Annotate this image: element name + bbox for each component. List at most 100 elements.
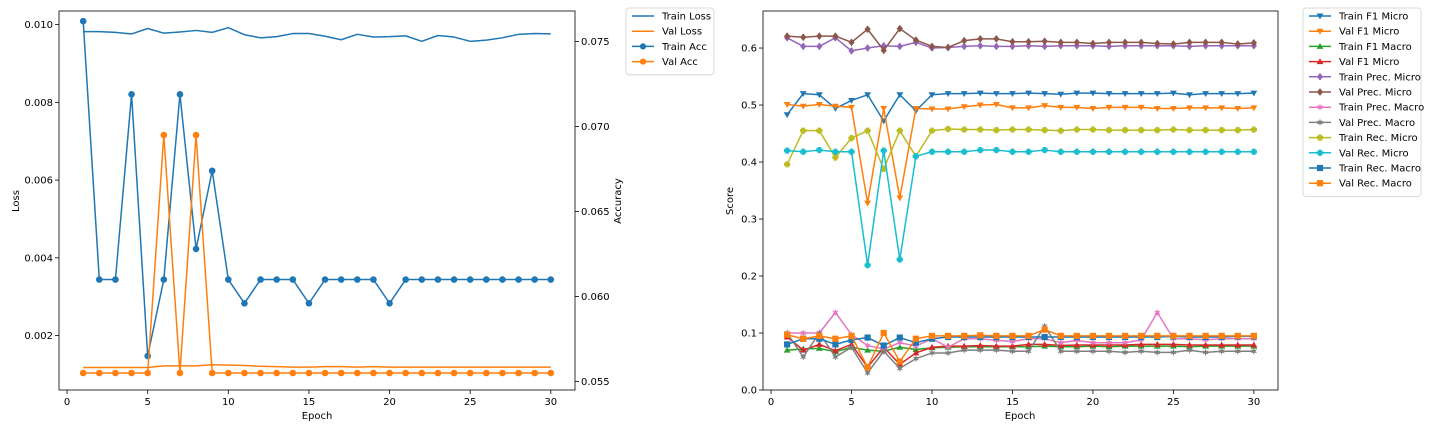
point-train-f1-micro-0 <box>1202 91 1209 98</box>
loss-accuracy-series-layer <box>79 17 555 377</box>
point-train-f1-macro-2 <box>783 346 791 353</box>
point-train-acc-2 <box>434 276 442 283</box>
legend-marker <box>1316 42 1324 49</box>
point-train-acc-2 <box>321 276 329 283</box>
point-train-rec-micro-8 <box>1122 127 1129 134</box>
point-train-acc-2 <box>289 276 297 283</box>
point-train-f1-micro-0 <box>1186 92 1193 99</box>
point-val-rec-micro-9 <box>832 148 839 155</box>
point-val-rec-micro-9 <box>1218 148 1225 155</box>
point-val-f1-micro-3 <box>1137 340 1145 347</box>
series-line-train-loss-0 <box>83 26 551 43</box>
legend-marker <box>1316 134 1324 141</box>
point-train-acc-2 <box>273 276 280 283</box>
series-val-loss-1 <box>83 363 551 369</box>
point-train-f1-micro-0 <box>1153 91 1161 98</box>
point-val-rec-micro-9 <box>880 147 887 154</box>
point-val-prec-micro-5 <box>1073 38 1080 47</box>
point-val-f1-micro-1 <box>1105 104 1113 111</box>
point-val-prec-macro-7 <box>1089 347 1097 355</box>
point-train-f1-micro-0 <box>1137 91 1145 98</box>
point-val-prec-macro-7 <box>800 353 807 361</box>
point-val-prec-micro-5 <box>1234 40 1241 48</box>
point-val-prec-micro-5 <box>896 24 903 33</box>
point-val-prec-micro-5 <box>1218 38 1225 47</box>
y2-tick-label: 0.075 <box>581 37 610 48</box>
point-train-prec-micro-4 <box>1009 42 1016 51</box>
legend-label: Val Acc <box>662 57 698 68</box>
point-train-rec-micro-8 <box>928 127 936 134</box>
legend-marker <box>1316 103 1324 111</box>
point-train-f1-micro-0 <box>864 92 872 99</box>
point-val-f1-micro-1 <box>1218 105 1226 112</box>
point-train-prec-micro-4 <box>1025 41 1032 50</box>
point-val-rec-micro-9 <box>912 153 919 160</box>
point-val-f1-micro-1 <box>832 103 839 110</box>
point-train-acc-2 <box>112 276 119 283</box>
point-val-rec-micro-9 <box>1186 148 1193 155</box>
point-val-prec-macro-7 <box>1154 348 1161 357</box>
point-train-f1-macro-2 <box>864 346 872 353</box>
legend-label: Val Rec. Micro <box>1339 148 1409 159</box>
point-val-rec-macro-11 <box>1009 332 1016 339</box>
legend-item-val-loss: Val Loss <box>632 27 702 38</box>
accuracy-y2-label: Accuracy <box>613 178 624 224</box>
y-tick-label: 0.008 <box>24 98 53 109</box>
point-val-prec-macro-7 <box>993 346 1000 354</box>
point-train-acc-2 <box>225 276 232 283</box>
point-val-f1-micro-3 <box>1186 341 1193 348</box>
point-val-rec-micro-9 <box>1089 148 1097 155</box>
point-val-acc-3 <box>337 369 345 377</box>
point-train-acc-2 <box>96 276 103 283</box>
point-val-rec-macro-11 <box>896 358 903 365</box>
y-tick-label: 0.5 <box>741 101 757 112</box>
point-train-acc-2 <box>418 276 426 283</box>
point-val-prec-macro-7 <box>1137 347 1145 355</box>
point-val-acc-3 <box>225 369 232 377</box>
y-tick-label: 0.6 <box>741 44 757 55</box>
legend-label: Train F1 Micro <box>1338 12 1408 23</box>
point-val-f1-micro-1 <box>1009 105 1016 112</box>
point-val-rec-micro-9 <box>993 146 1000 154</box>
point-train-acc-2 <box>128 90 135 98</box>
point-val-f1-micro-1 <box>848 104 855 111</box>
point-train-acc-2 <box>176 90 184 98</box>
point-val-rec-macro-11 <box>1089 332 1097 339</box>
point-val-f1-micro-1 <box>1073 104 1081 111</box>
loss-chart-y-label: Loss <box>11 190 22 212</box>
point-val-f1-micro-3 <box>1025 340 1032 347</box>
point-val-acc-3 <box>241 369 248 377</box>
point-val-prec-micro-5 <box>961 36 968 45</box>
point-train-rec-micro-8 <box>1218 127 1225 134</box>
point-val-f1-micro-1 <box>1202 105 1209 112</box>
y-tick-label: 0.002 <box>24 331 53 342</box>
legend-label: Train Prec. Micro <box>1338 72 1421 83</box>
point-val-f1-micro-1 <box>976 102 984 109</box>
point-train-rec-micro-8 <box>816 127 823 134</box>
point-val-rec-macro-11 <box>928 332 936 339</box>
point-val-f1-micro-1 <box>1041 103 1049 110</box>
point-val-f1-micro-3 <box>992 342 1000 349</box>
x-tick-label: 25 <box>464 397 477 408</box>
point-val-rec-micro-9 <box>1073 148 1080 155</box>
point-train-acc-2 <box>241 300 248 307</box>
point-train-rec-micro-8 <box>1105 127 1113 134</box>
legend-label: Val F1 Micro <box>1339 27 1399 38</box>
y-tick-label: 0.1 <box>741 329 757 340</box>
point-train-acc-2 <box>79 17 87 25</box>
series-val-prec-micro-5 <box>784 24 1257 55</box>
point-val-rec-micro-9 <box>848 148 855 155</box>
point-val-f1-micro-1 <box>1137 104 1145 111</box>
point-train-rec-micro-8 <box>864 127 871 134</box>
point-val-prec-micro-5 <box>1138 38 1145 47</box>
legend-marker <box>1316 149 1324 156</box>
point-val-f1-micro-3 <box>1202 341 1209 348</box>
loss-chart-x-ticks: 0 5 10 15 20 25 30 <box>64 390 557 408</box>
legend-item-train-prec-micro: Train Prec. Micro <box>1309 72 1421 83</box>
point-train-acc-2 <box>208 167 216 175</box>
point-val-f1-micro-3 <box>1009 342 1016 349</box>
point-val-prec-micro-5 <box>1025 37 1032 46</box>
point-train-f1-micro-0 <box>992 91 1000 98</box>
point-train-rec-micro-8 <box>848 134 855 142</box>
point-train-rec-macro-10 <box>912 339 919 346</box>
